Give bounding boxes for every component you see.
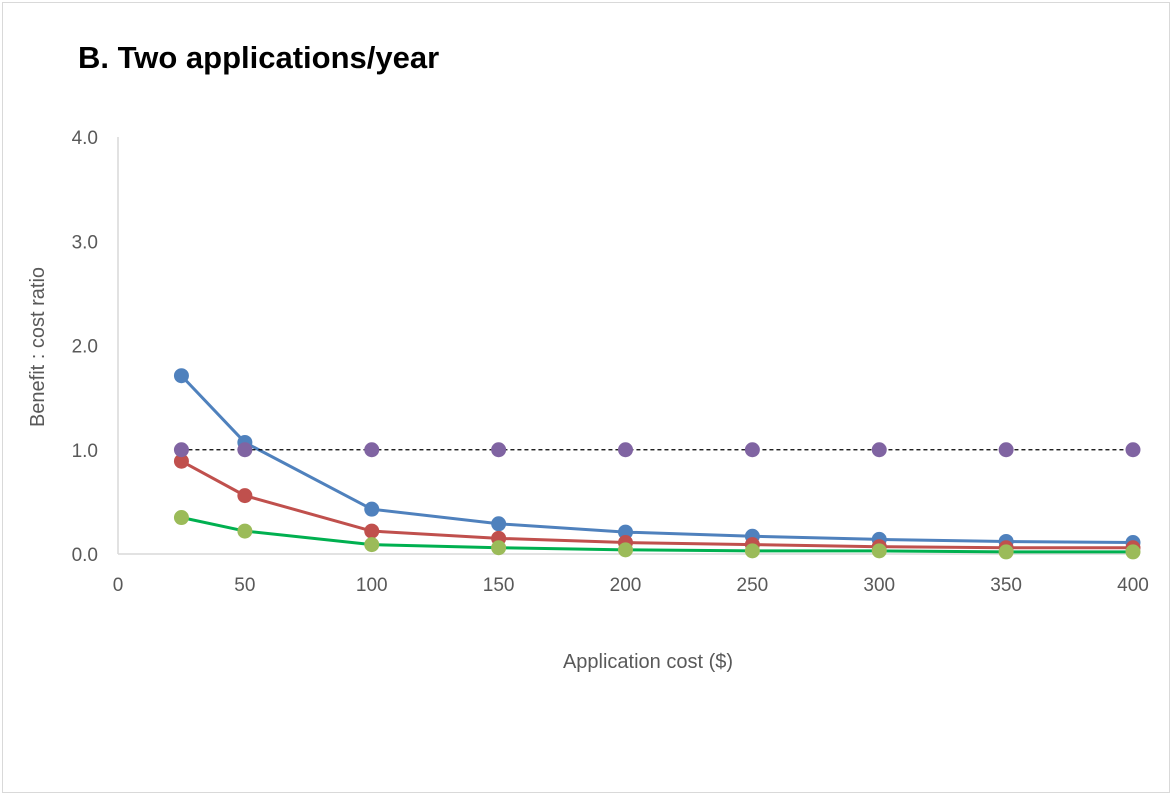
data-point [998, 544, 1014, 560]
data-point [237, 523, 253, 539]
x-tick-label: 50 [234, 575, 255, 596]
data-point [364, 523, 380, 539]
series-4 [173, 442, 1141, 458]
data-point [237, 488, 253, 504]
x-axis-title: Application cost ($) [563, 651, 733, 673]
data-point [618, 542, 633, 558]
y-tick-label: 3.0 [72, 232, 98, 253]
data-point [491, 516, 507, 532]
y-tick-label: 2.0 [72, 337, 98, 358]
data-point [173, 442, 189, 458]
y-tick-label: 0.0 [72, 545, 98, 566]
data-point [1125, 442, 1141, 458]
data-point [364, 442, 380, 458]
data-point [237, 442, 253, 458]
data-point [173, 368, 189, 384]
data-point [364, 537, 380, 553]
data-point [744, 543, 760, 559]
series-layer [173, 368, 1141, 560]
data-point [618, 442, 633, 458]
series-1 [173, 368, 1141, 551]
x-tick-label: 200 [610, 575, 642, 596]
series-line [180, 459, 1133, 550]
y-tick-label: 1.0 [72, 441, 98, 462]
x-tick-label: 350 [990, 575, 1022, 596]
data-point [364, 501, 380, 517]
data-point [871, 543, 887, 559]
data-point [871, 442, 887, 458]
axes [117, 137, 1133, 555]
x-tick-label: 400 [1117, 575, 1149, 596]
data-point [1125, 544, 1141, 560]
x-tick-label: 250 [737, 575, 769, 596]
chart-title: B. Two applications/year [78, 40, 440, 75]
series-3 [173, 510, 1141, 560]
data-point [491, 442, 507, 458]
data-point [998, 442, 1014, 458]
x-tick-labels: 0 50 100 150 200 250 300 350 400 [113, 575, 1149, 596]
y-axis-title: Benefit : cost ratio [27, 267, 49, 427]
x-tick-label: 150 [483, 575, 515, 596]
data-point [744, 442, 760, 458]
x-tick-label: 300 [863, 575, 895, 596]
y-tick-labels: 0.0 1.0 2.0 3.0 4.0 [72, 128, 98, 566]
data-point [491, 540, 507, 556]
x-tick-label: 0 [113, 575, 124, 596]
y-tick-label: 4.0 [72, 128, 98, 149]
x-tick-label: 100 [356, 575, 388, 596]
data-point [173, 453, 189, 469]
data-point [618, 524, 633, 540]
data-point [173, 510, 189, 526]
